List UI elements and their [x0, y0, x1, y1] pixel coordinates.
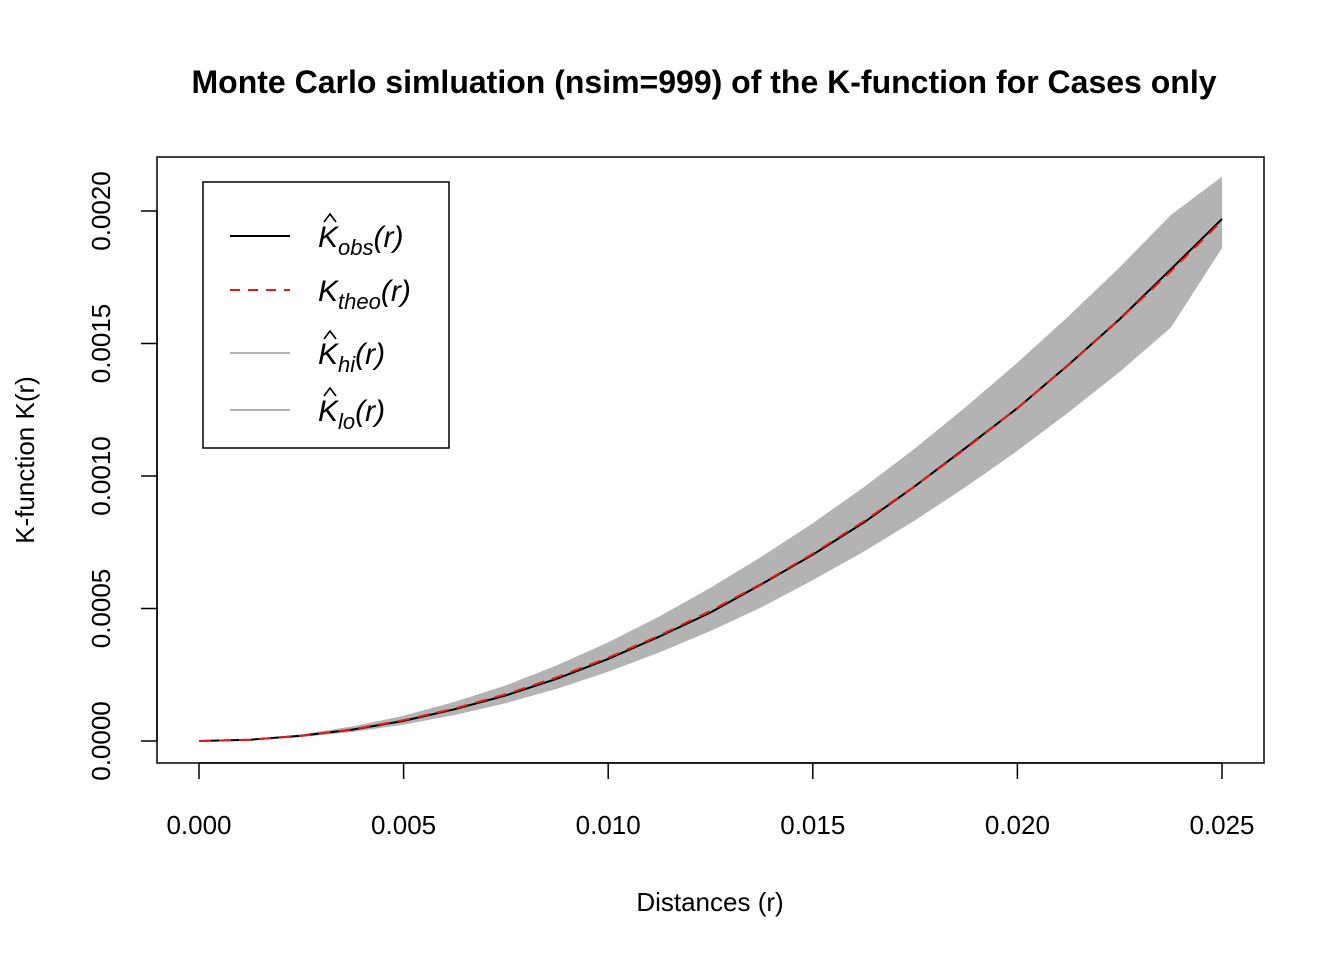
- hat-accent-icon: [323, 212, 337, 223]
- y-axis-label: K-function K(r): [10, 376, 40, 544]
- chart-title: Monte Carlo simluation (nsim=999) of the…: [192, 64, 1217, 100]
- envelope-band: [199, 176, 1222, 742]
- y-tick-label: 0.0010: [86, 436, 116, 516]
- series-layer: [198, 218, 1223, 742]
- x-axis-label: Distances (r): [636, 887, 783, 917]
- y-axis: 0.0000 0.0005 0.0010 0.0015 0.0020: [86, 171, 158, 781]
- envelope-band-layer: [199, 176, 1222, 742]
- y-tick-label: 0.0015: [86, 304, 116, 384]
- x-tick-label: 0.020: [985, 810, 1050, 840]
- legend-label-k-theo: Ktheo(r): [318, 275, 411, 314]
- legend-label-k-hi: Khi(r): [318, 338, 385, 377]
- y-tick-label: 0.0020: [86, 171, 116, 251]
- x-tick-label: 0.015: [780, 810, 845, 840]
- legend-label-k-obs: Kobs(r): [318, 221, 403, 260]
- hat-accent-icon: [323, 386, 337, 397]
- x-tick-label: 0.005: [371, 810, 436, 840]
- legend-items: Kobs(r) Ktheo(r) Khi(r) Klo(r): [230, 212, 411, 434]
- x-axis: 0.000 0.005 0.010 0.015 0.020 0.025: [166, 762, 1255, 840]
- legend-label-k-lo: Klo(r): [318, 395, 385, 434]
- y-tick-label: 0.0000: [86, 701, 116, 781]
- x-tick-label: 0.025: [1189, 810, 1254, 840]
- x-tick-label: 0.010: [576, 810, 641, 840]
- legend: Kobs(r) Ktheo(r) Khi(r) Klo(r): [202, 181, 450, 449]
- legend-box: [202, 181, 450, 449]
- y-tick-label: 0.0005: [86, 569, 116, 649]
- x-tick-label: 0.000: [166, 810, 231, 840]
- hat-accent-icon: [323, 329, 337, 340]
- series-line-k-theo: [198, 219, 1223, 742]
